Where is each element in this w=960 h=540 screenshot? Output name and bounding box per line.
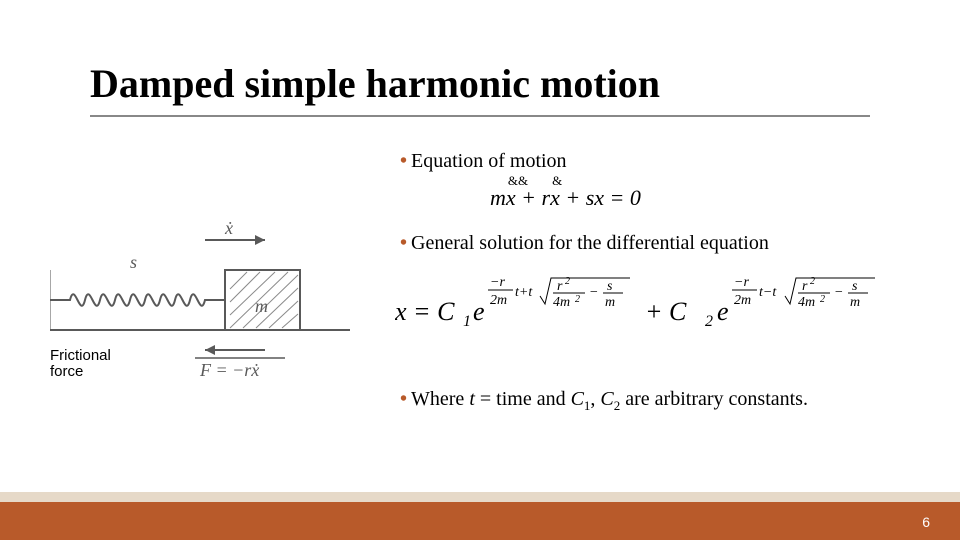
- footer-accent-bar: [0, 502, 960, 540]
- svg-text:Frictional: Frictional: [50, 347, 111, 364]
- svg-text:force: force: [50, 363, 83, 380]
- svg-text:+ C: + C: [645, 297, 687, 326]
- svg-text:ẋ: ẋ: [224, 220, 233, 238]
- svg-text:−: −: [834, 285, 843, 300]
- svg-text:r: r: [557, 279, 563, 294]
- page-number: 6: [922, 514, 930, 530]
- bullet-1-text: Equation of motion: [411, 150, 567, 172]
- spring-mass-diagram: s m ẋ Fricti: [50, 220, 360, 390]
- bullet-2-text: General solution for the differential eq…: [411, 232, 769, 254]
- svg-text:2m: 2m: [490, 293, 507, 308]
- svg-text:e: e: [473, 297, 485, 326]
- bullet-dot-icon: •: [400, 150, 407, 172]
- svg-text:1: 1: [463, 313, 471, 330]
- svg-text:m: m: [255, 296, 268, 316]
- svg-text:t+t: t+t: [515, 285, 533, 300]
- svg-text:−r: −r: [734, 275, 749, 290]
- svg-text:F = −rẋ: F = −rẋ: [199, 360, 259, 380]
- equation-of-motion: m&&x + r&x + sx = 0: [490, 185, 641, 211]
- slide-title: Damped simple harmonic motion: [90, 60, 660, 107]
- svg-text:e: e: [717, 297, 729, 326]
- svg-text:s: s: [607, 279, 613, 294]
- bullet-1: •Equation of motion: [400, 150, 910, 173]
- svg-text:2: 2: [810, 276, 815, 287]
- svg-text:r: r: [802, 279, 808, 294]
- svg-text:t−t: t−t: [759, 285, 777, 300]
- svg-text:2: 2: [705, 313, 713, 330]
- svg-text:−: −: [589, 285, 598, 300]
- footer-accent-light: [0, 492, 960, 502]
- bullet-dot-icon: •: [400, 232, 407, 254]
- slide: Damped simple harmonic motion •Equation …: [0, 0, 960, 540]
- svg-text:2m: 2m: [734, 293, 751, 308]
- svg-text:−r: −r: [490, 275, 505, 290]
- svg-text:4m: 4m: [553, 295, 570, 310]
- title-underline: [90, 115, 870, 117]
- general-solution-equation: x = C 1 e −r 2m t+t r 2 4m 2 − s: [395, 260, 925, 350]
- bullet-2: •General solution for the differential e…: [400, 232, 769, 255]
- bullet-3: •Where t = time and C1, C2 are arbitrary…: [400, 388, 808, 414]
- svg-text:2: 2: [575, 294, 580, 305]
- svg-text:x = C: x = C: [395, 297, 455, 326]
- svg-text:2: 2: [565, 276, 570, 287]
- svg-text:4m: 4m: [798, 295, 815, 310]
- bullet-dot-icon: •: [400, 388, 407, 410]
- svg-text:2: 2: [820, 294, 825, 305]
- svg-text:s: s: [130, 252, 137, 272]
- svg-text:s: s: [852, 279, 858, 294]
- svg-text:m: m: [850, 295, 860, 310]
- svg-text:m: m: [605, 295, 615, 310]
